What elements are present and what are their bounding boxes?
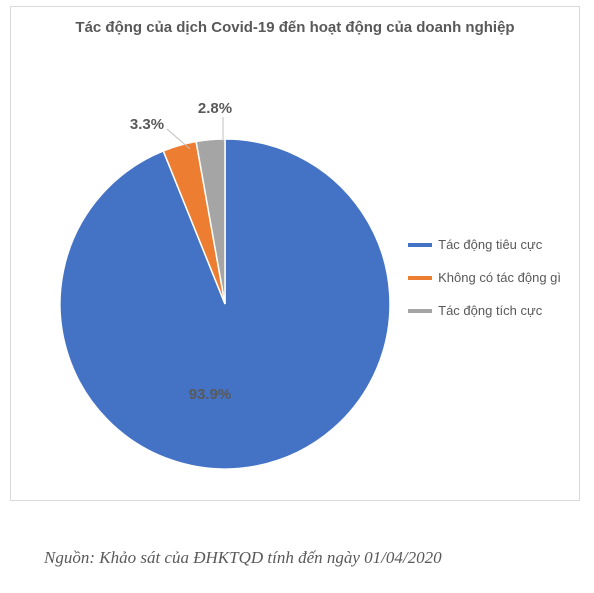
legend-item-1: Không có tác động gì <box>408 270 561 285</box>
data-label-2: 2.8% <box>198 100 232 117</box>
legend-marker-1 <box>408 276 432 280</box>
legend-item-0: Tác động tiêu cực <box>408 237 561 252</box>
legend-item-2: Tác động tích cực <box>408 303 561 318</box>
legend: Tác động tiêu cực Không có tác động gì Tác… <box>408 237 561 318</box>
chart-title: Tác động của dịch Covid-19 đến hoạt động… <box>11 19 579 38</box>
source-caption: Nguồn: Khảo sát của ĐHKTQD tính đến ngày… <box>44 548 442 568</box>
pie-chart: 93.9% 3.3% 2.8% <box>35 79 415 479</box>
legend-label-1: Không có tác động gì <box>438 270 561 285</box>
legend-label-0: Tác động tiêu cực <box>438 237 542 252</box>
legend-marker-2 <box>408 309 432 313</box>
pie-area: 93.9% 3.3% 2.8% <box>35 79 415 479</box>
data-label-0: 93.9% <box>189 386 232 403</box>
chart-card: Tác động của dịch Covid-19 đến hoạt động… <box>10 6 580 501</box>
data-label-1: 3.3% <box>130 116 164 133</box>
legend-marker-0 <box>408 243 432 247</box>
legend-label-2: Tác động tích cực <box>438 303 542 318</box>
